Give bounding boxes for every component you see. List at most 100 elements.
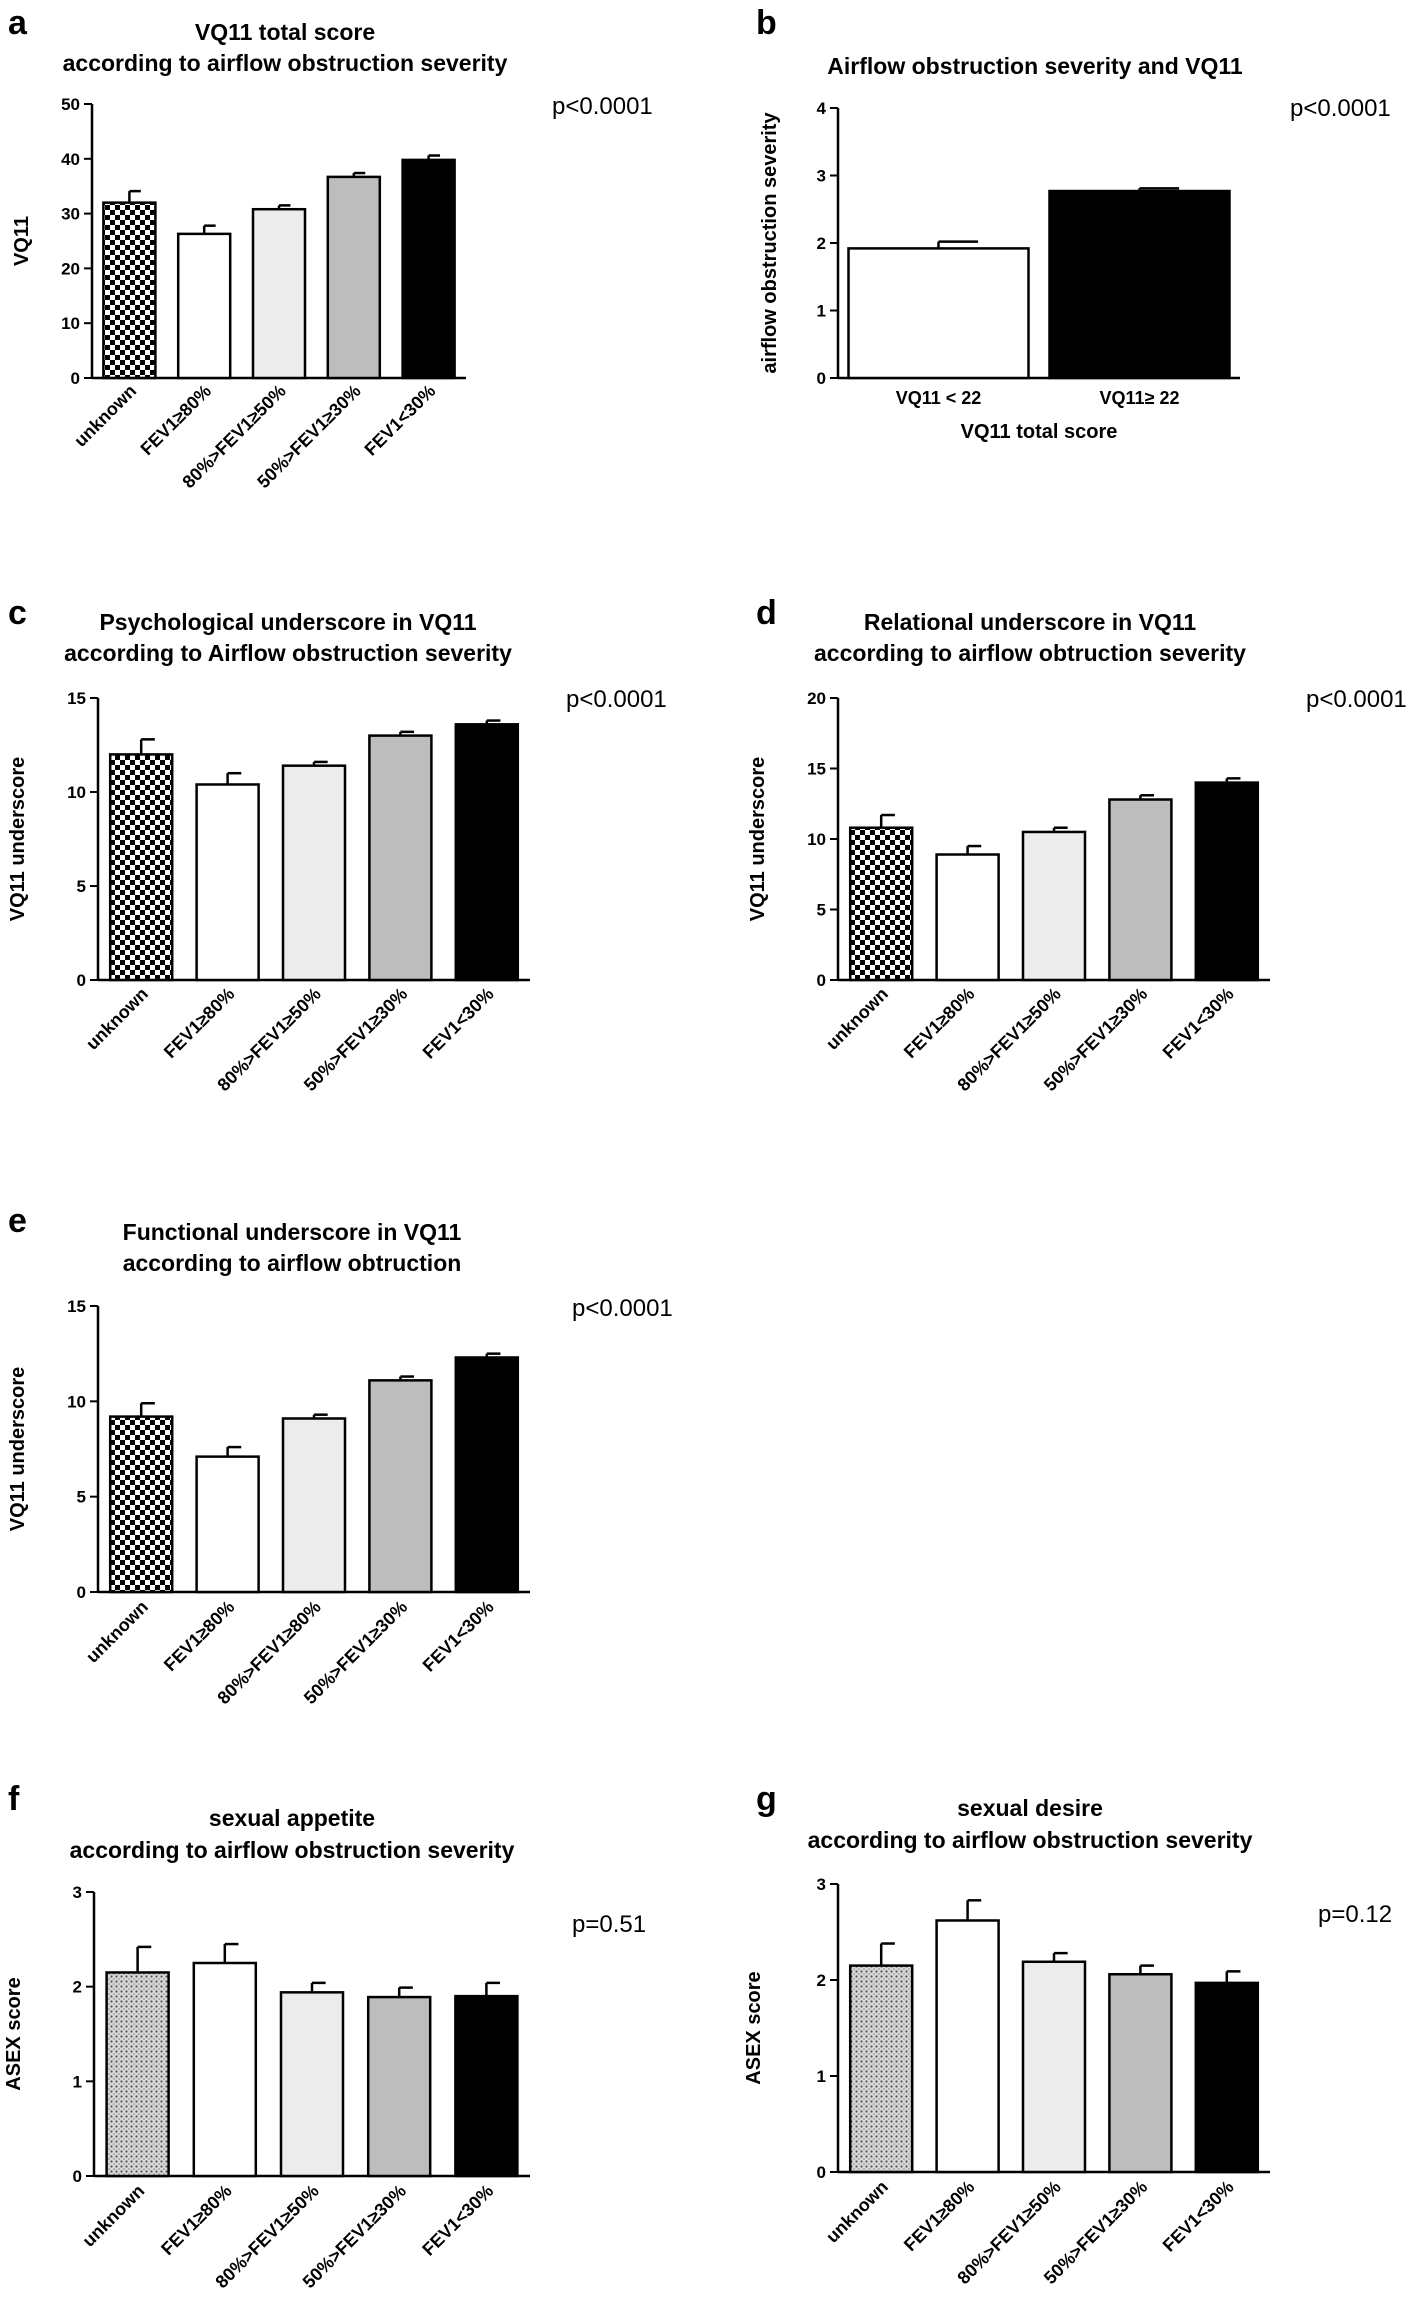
bar-group: FEV1<30% [419,1352,520,1676]
bar [279,1991,345,2178]
bar [192,1961,258,2178]
y-axis-label: VQ11 underscore [7,757,29,922]
x-category-label: VQ11 < 22 [896,388,982,408]
bar-group: FEV1≥80% [900,1899,1000,2255]
bar [1194,781,1260,982]
y-tick-label: 15 [807,760,826,779]
chart-title-line-1: sexual appetite [209,1805,375,1831]
x-category-label: unknown [78,2181,148,2251]
chart-title-line-2: according to airflow obstruction severit… [70,1837,515,1863]
panel-letter: e [8,1202,27,1240]
bar [1108,798,1173,982]
bar-group: FEV1<30% [1159,777,1260,1063]
y-tick-label: 3 [73,1883,82,1902]
bar [935,1919,1000,2174]
panel-letter: a [8,4,28,42]
chart-title-line-1: sexual desire [957,1795,1103,1821]
chart-panel-a: a VQ11 total score according to airflow ob… [8,4,653,492]
bar [105,1971,170,2178]
bar [281,764,347,982]
y-tick-label: 5 [77,1488,86,1507]
chart-title-line-2: according to airflow obtruction [123,1250,462,1276]
bar [1048,189,1231,380]
chart-panel-b: b Airflow obstruction severity and VQ11 p<… [756,4,1391,443]
y-tick-label: 10 [807,830,826,849]
y-tick-label: 4 [817,99,827,118]
x-category-label: VQ11≥ 22 [1100,388,1180,408]
chart-panel-e: e Functional underscore in VQ11 according … [7,1202,673,1708]
y-axis-label: VQ11 underscore [7,1367,29,1532]
chart-title-line-2: according to airflow obstruction severit… [63,50,508,76]
y-tick-label: 40 [61,150,80,169]
bar [848,826,914,982]
y-tick-label: 1 [817,302,826,321]
x-category-label: FEV1≥80% [160,984,238,1062]
chart-title-line-1: Airflow obstruction severity and VQ11 [827,53,1243,79]
bar [195,783,260,982]
chart-title-line-1: Functional underscore in VQ11 [123,1219,462,1245]
x-category-label: FEV1<30% [361,381,440,460]
y-axis-label: VQ11 [11,216,33,266]
bar-group: FEV1≥80% [160,771,260,1062]
bar [108,753,174,982]
bar-group: unknown [70,189,157,451]
y-tick-label: 20 [807,689,826,708]
bar [847,247,1030,380]
bar [1194,1981,1260,2174]
bar [454,723,520,982]
bar-group: FEV1<30% [419,719,520,1063]
bar-group: unknown [78,1945,170,2251]
y-tick-label: 3 [817,167,826,186]
y-tick-label: 2 [817,234,826,253]
y-tick-label: 10 [67,1392,86,1411]
y-tick-label: 0 [77,1583,86,1602]
x-category-label: FEV1<30% [1159,2177,1238,2256]
p-value: p<0.0001 [1290,95,1391,122]
bar [368,1379,433,1594]
y-tick-label: 0 [73,2167,82,2186]
y-axis-label: VQ11 underscore [747,757,769,922]
x-category-label: FEV1≥80% [157,2181,235,2259]
panel-letter: b [756,4,777,42]
bar [195,1455,260,1594]
p-value: p<0.0001 [1306,686,1407,713]
y-tick-label: 15 [67,689,86,708]
bar [935,853,1000,982]
bar-group: FEV1<30% [418,1981,519,2260]
y-axis-label: ASEX score [3,1977,25,2090]
bar-group: unknown [822,1942,914,2247]
chart-panel-g: g sexual desire according to airflow obstr… [743,1780,1392,2288]
y-tick-label: 5 [77,877,86,896]
bar-group: FEV1≥80% [157,1942,258,2259]
x-category-label: FEV1≥80% [160,1597,238,1675]
y-tick-label: 20 [61,259,80,278]
panel-letter: d [756,594,777,632]
bar [1021,830,1087,982]
y-tick-label: 3 [817,1875,826,1894]
x-category-label: unknown [70,381,140,451]
y-tick-label: 1 [73,2072,82,2091]
bar-group: FEV1≥80% [900,844,1000,1062]
bar-group: unknown [82,1401,174,1667]
chart-title-line-2: according to airflow obstruction severit… [808,1827,1253,1853]
bar-group: unknown [822,813,914,1054]
x-category-label: unknown [82,1597,152,1667]
bar-group: unknown [82,738,174,1054]
bar [848,1964,914,2174]
panel-letter: g [756,1780,777,1818]
y-tick-label: 0 [71,369,80,388]
y-tick-label: 0 [817,2163,826,2182]
x-category-label: unknown [82,984,152,1054]
chart-panel-f: f sexual appetite according to airflow obs… [3,1780,646,2292]
bar [1108,1972,1173,2174]
y-axis-label: airflow obstruction severity [759,112,781,374]
chart-title-line-2: according to Airflow obstruction severit… [64,640,512,666]
chart-panel-d: d Relational underscore in VQ11 according … [747,594,1407,1095]
chart-panel-c: c Psychological underscore in VQ11 accordi… [7,594,667,1095]
y-tick-label: 15 [67,1297,86,1316]
y-tick-label: 30 [61,205,80,224]
panel-letter: f [8,1780,20,1818]
bar [401,158,456,380]
x-category-label: unknown [822,2177,892,2247]
